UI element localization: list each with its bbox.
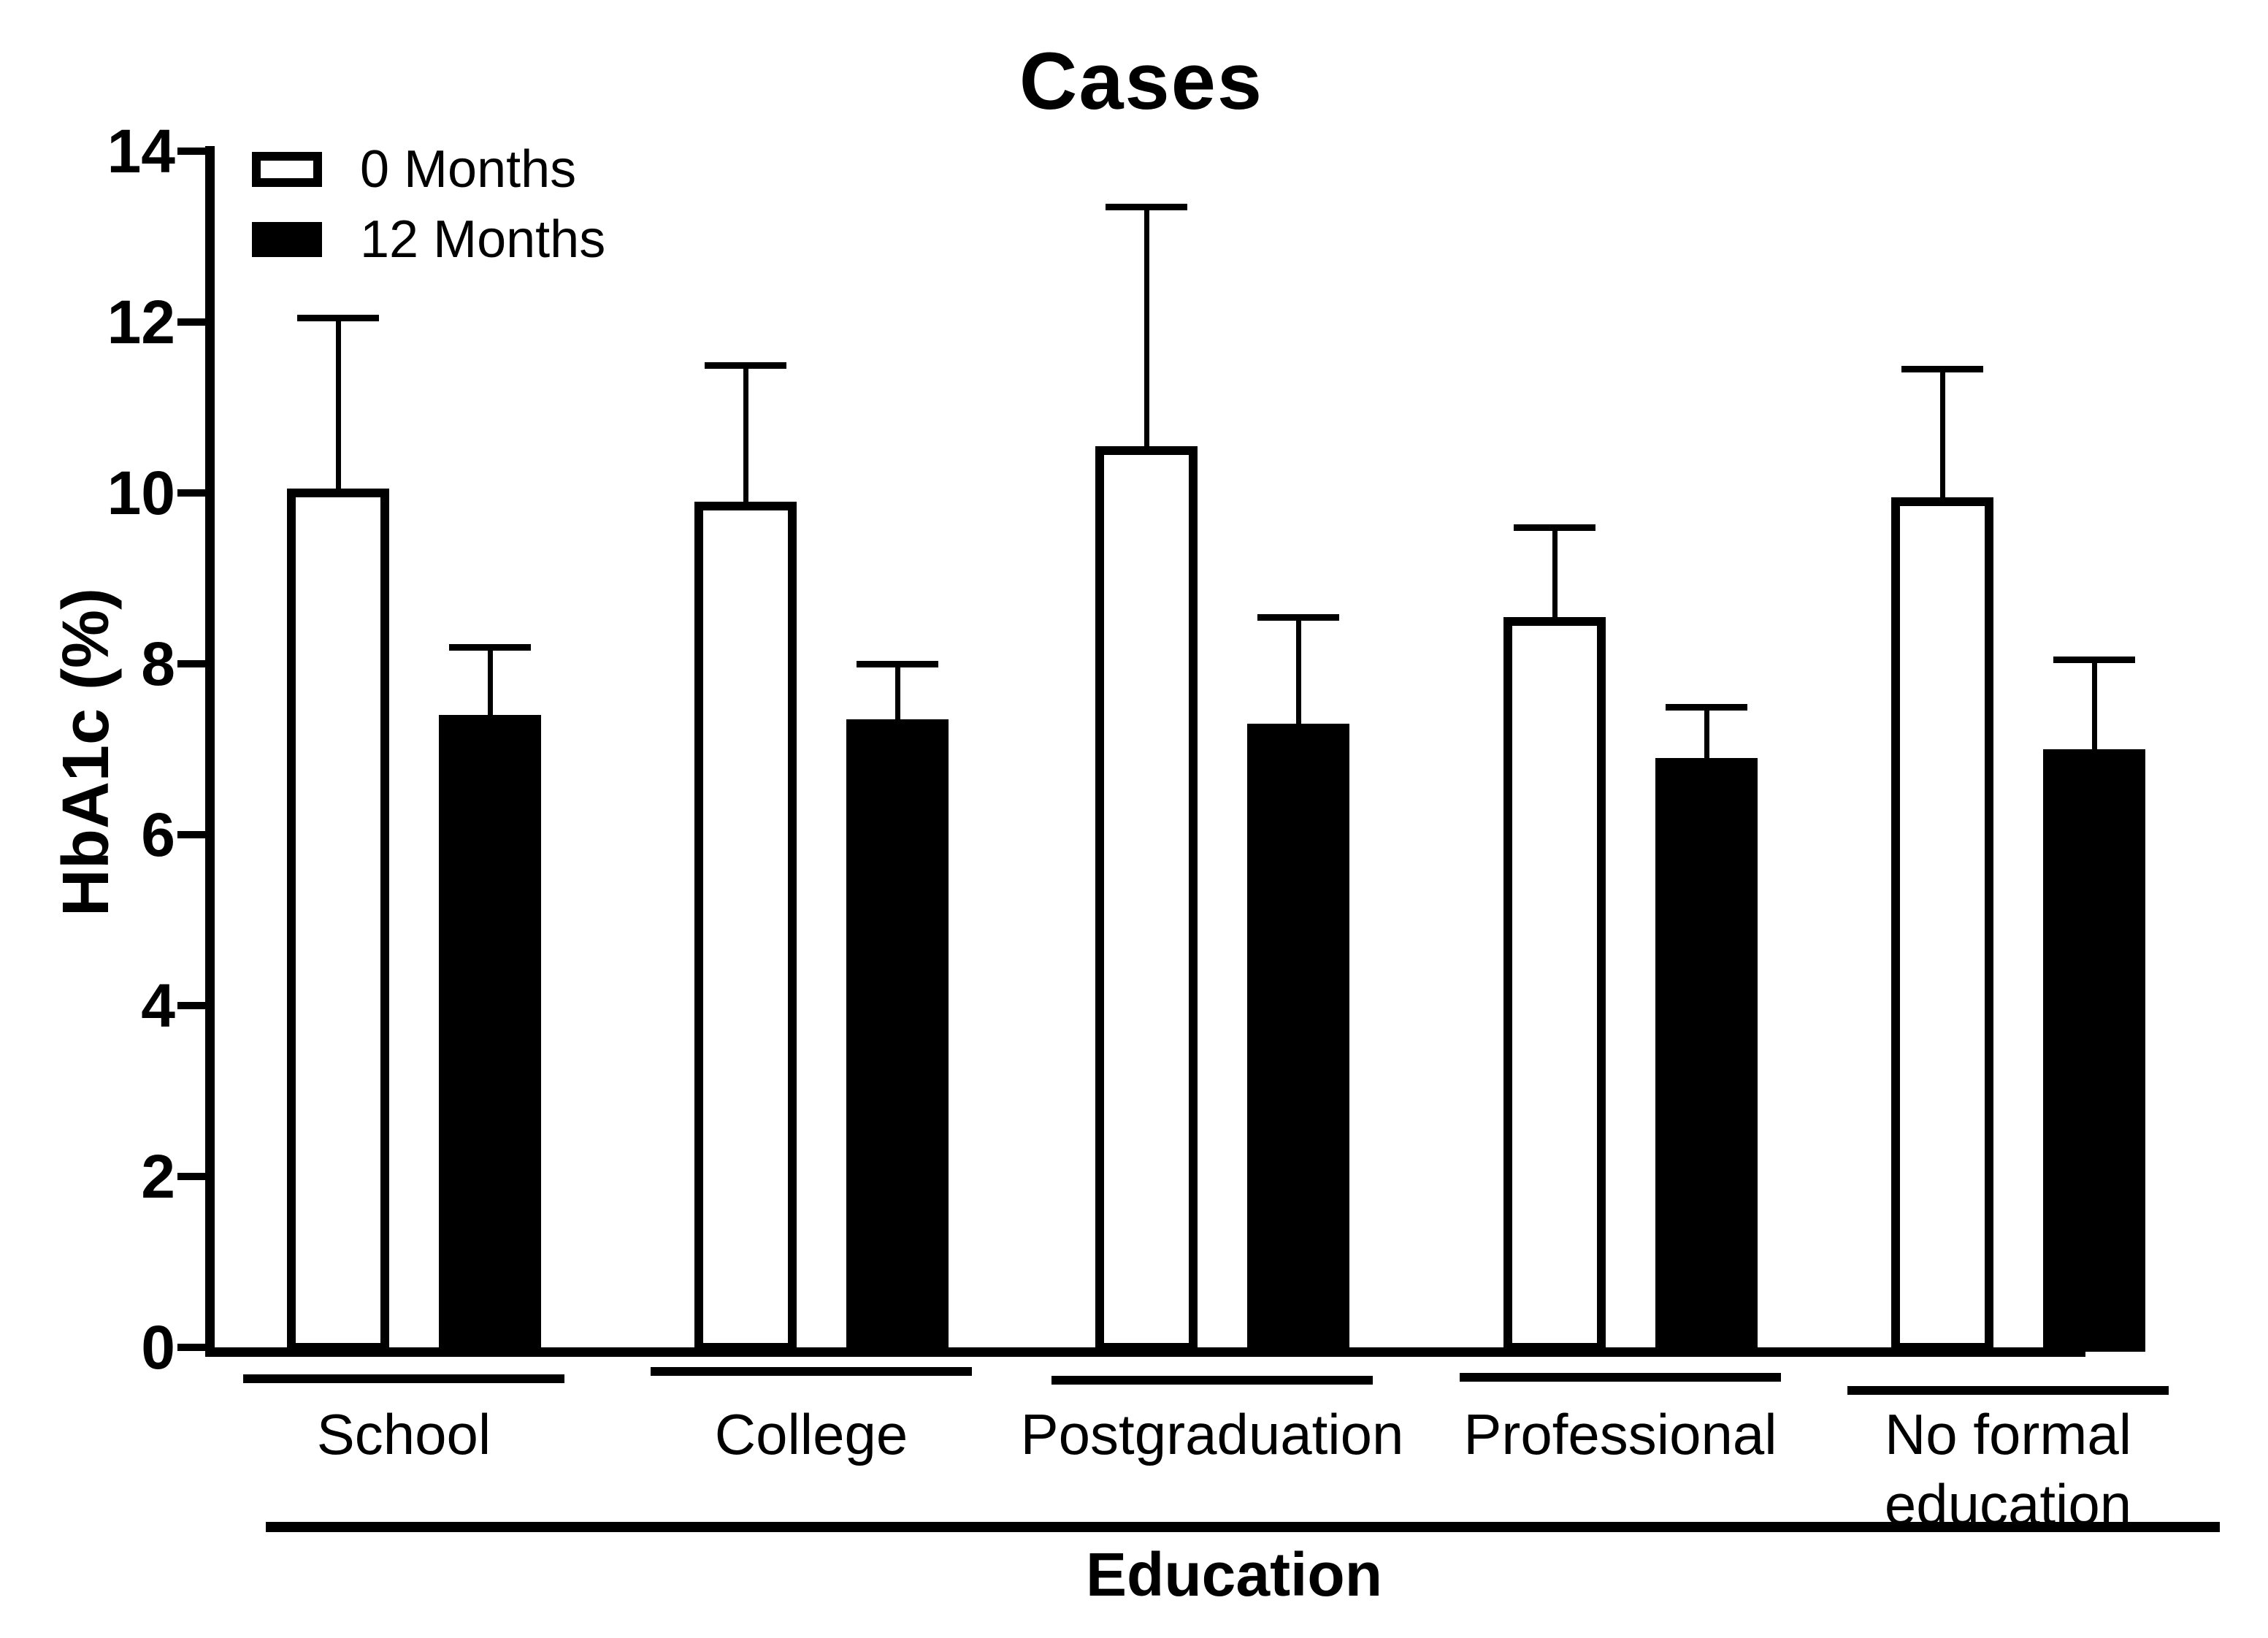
category-label-college: College [714, 1402, 908, 1466]
error-cap-0-months-professional [1514, 524, 1595, 531]
y-tick-8 [177, 660, 210, 667]
error-cap-12-months-professional [1666, 704, 1747, 711]
bar-0-months-professional [1503, 617, 1606, 1352]
y-tick-6 [177, 831, 210, 838]
category-label-professional: Professional [1463, 1402, 1777, 1466]
y-tick-label-12: 12 [107, 288, 175, 356]
bar-12-months-school [439, 715, 541, 1352]
error-bar-12-months-college [895, 664, 900, 724]
y-tick-12 [177, 318, 210, 326]
y-tick-14 [177, 148, 210, 155]
legend-label-0-months: 0 Months [360, 140, 577, 199]
bar-12-months-college [846, 719, 949, 1352]
bar-12-months-no-formal-education [2043, 749, 2145, 1352]
legend-swatch-0-months [252, 152, 322, 187]
error-cap-12-months-no-formal-education [2053, 657, 2135, 663]
y-tick-label-8: 8 [141, 629, 175, 698]
group-underline-professional [1460, 1373, 1781, 1382]
error-bar-0-months-college [743, 365, 748, 506]
y-tick-label-4: 4 [141, 971, 175, 1040]
error-bar-12-months-no-formal-education [2092, 659, 2097, 754]
group-underline-no-formal-education [1847, 1386, 2169, 1395]
error-cap-0-months-school [297, 315, 379, 321]
y-tick-0 [177, 1344, 210, 1351]
y-tick-label-6: 6 [141, 800, 175, 869]
group-underline-school [243, 1374, 564, 1383]
y-tick-label-2: 2 [141, 1142, 175, 1211]
category-label-postgraduation: Postgraduation [1020, 1402, 1404, 1466]
legend-item-0-months: 0 Months [252, 140, 576, 199]
bar-0-months-school [287, 489, 389, 1352]
error-cap-0-months-no-formal-education [1901, 366, 1983, 372]
error-bar-12-months-professional [1704, 707, 1709, 762]
legend-item-12-months: 12 Months [252, 210, 605, 269]
group-underline-college [651, 1367, 972, 1376]
error-bar-0-months-no-formal-education [1940, 369, 1945, 502]
bar-12-months-professional [1655, 758, 1758, 1352]
error-bar-0-months-professional [1552, 527, 1558, 621]
error-cap-0-months-postgraduation [1106, 204, 1187, 210]
error-bar-0-months-postgraduation [1144, 207, 1149, 451]
y-axis-label: HbA1c (%) [50, 587, 123, 917]
y-tick-2 [177, 1173, 210, 1180]
category-label-no-formal-education: No formal education [1884, 1402, 2132, 1536]
category-label-school: School [316, 1402, 491, 1466]
group-underline-postgraduation [1051, 1376, 1373, 1385]
education-group-line [266, 1522, 2220, 1532]
y-tick-label-14: 14 [107, 117, 175, 185]
bar-0-months-college [694, 502, 797, 1352]
error-cap-12-months-school [449, 644, 531, 651]
error-bar-12-months-postgraduation [1296, 617, 1301, 728]
error-bar-0-months-school [336, 318, 341, 493]
y-axis-line [205, 146, 215, 1352]
error-cap-12-months-postgraduation [1257, 614, 1339, 621]
y-tick-label-10: 10 [107, 459, 175, 527]
x-axis-label: Education [1085, 1540, 1382, 1609]
error-bar-12-months-school [488, 647, 493, 719]
y-tick-10 [177, 489, 210, 497]
legend-label-12-months: 12 Months [360, 210, 606, 269]
error-cap-12-months-college [857, 661, 938, 667]
bar-12-months-postgraduation [1247, 724, 1349, 1352]
bar-0-months-postgraduation [1095, 446, 1198, 1352]
x-axis-line [205, 1347, 2085, 1357]
error-cap-0-months-college [705, 362, 786, 369]
legend-swatch-12-months [252, 222, 322, 257]
y-tick-label-0: 0 [141, 1313, 175, 1382]
chart-title: Cases [1019, 37, 1264, 126]
y-tick-4 [177, 1002, 210, 1009]
bar-0-months-no-formal-education [1891, 497, 1993, 1352]
